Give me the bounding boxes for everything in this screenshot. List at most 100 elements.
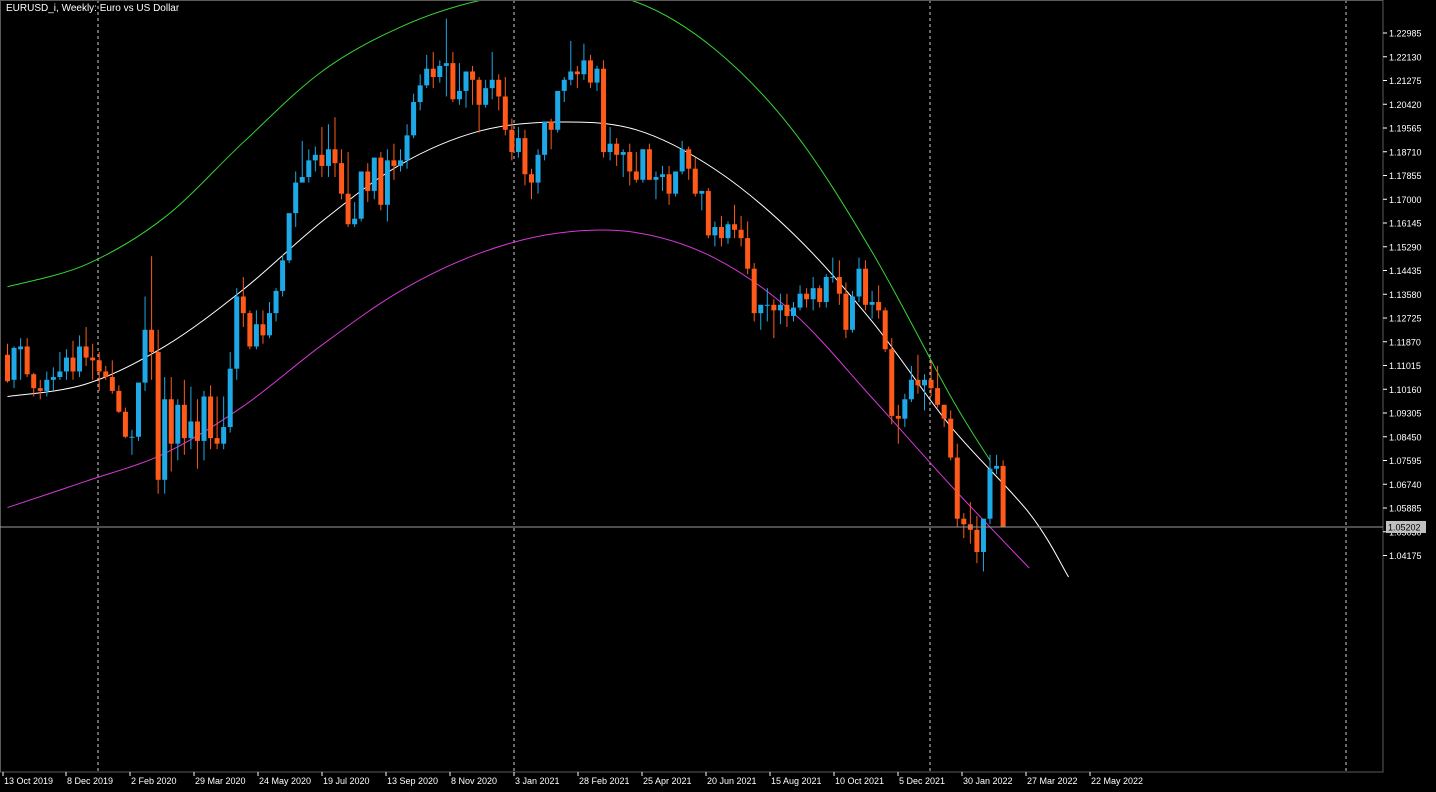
candle-body [5,354,10,382]
candle [319,127,325,178]
candle [843,282,849,339]
x-tick-label: 28 Feb 2021 [579,776,630,786]
candle-body [411,102,417,136]
candle-body [509,129,515,153]
y-tick-label: 1.13580 [1389,290,1422,300]
candle-body [37,388,43,391]
candle [221,396,227,450]
candle-body [627,152,633,172]
candle-body [895,415,901,419]
candle [358,171,364,222]
candle-body [378,157,384,205]
candle-body [928,379,934,389]
candle-body [116,390,122,412]
plot-frame [0,0,1384,773]
middle-band-line [7,121,1070,578]
x-tick-label: 19 Jul 2020 [323,776,370,786]
candle [954,443,960,528]
candle-body [463,71,469,91]
candle [240,277,246,328]
candle [574,65,580,89]
candle-body [90,357,96,361]
candle [398,149,403,172]
candle [686,146,692,180]
lower-band-line [7,229,1030,569]
candle-body [109,377,115,391]
candle [37,379,43,400]
candle [555,90,561,133]
candle-body [922,379,927,386]
candle [63,349,69,380]
candle [751,263,757,322]
candle-body [614,143,620,155]
candle [384,149,390,222]
candle [391,143,397,180]
candle-body [804,293,810,300]
candle [70,340,76,380]
candle-body [70,357,76,372]
candle-body [954,457,960,519]
candle-body [987,468,993,519]
candle [522,129,528,186]
candle [699,190,705,211]
candle-body [188,421,194,439]
candle-body [568,71,574,80]
candle [791,302,796,322]
candle [646,143,652,180]
candle [44,371,50,397]
candle-body [980,518,986,553]
y-tick-label: 1.09305 [1389,409,1422,419]
candle [718,215,724,247]
candle [470,65,476,105]
candle [607,127,613,161]
candle-body [273,290,279,314]
candle [869,290,875,319]
candle-body [391,160,397,166]
candle-body [817,288,823,303]
x-tick-label: 2 Feb 2020 [131,776,177,786]
candle-body [280,260,286,291]
candle [24,338,30,378]
candle [548,118,554,150]
candle-body [581,60,587,75]
candle-body [856,268,862,297]
candle [627,143,633,186]
y-tick-label: 1.15290 [1389,242,1422,252]
candle [817,285,823,308]
x-tick-label: 20 Jun 2021 [707,776,757,786]
candle [882,307,888,353]
candle [784,293,790,328]
candle [640,149,646,183]
candle-body [640,149,646,180]
candle [581,43,587,80]
candle [725,221,731,244]
candle [214,396,220,450]
candle-body [777,304,783,311]
candle-body [679,149,685,172]
candle-body [247,313,253,347]
candle [96,352,102,391]
candle [5,343,10,383]
candle [306,149,312,183]
candle-body [450,63,456,100]
candle-body [876,302,882,311]
candle-body [725,224,731,239]
candle-body [96,360,102,372]
candle-body [103,371,109,378]
candle-body [63,357,69,372]
y-tick-label: 1.06740 [1389,480,1422,490]
candle-body [869,302,875,305]
candle-body [57,371,63,378]
candle-body [267,313,272,336]
candle [325,124,331,178]
candle-body [404,135,410,161]
candle-body [705,190,711,236]
x-tick-label: 8 Dec 2019 [67,776,113,786]
candle-body [660,174,665,178]
candle [175,399,181,461]
candle [830,257,836,283]
candle [345,152,351,228]
candle [188,386,194,450]
x-tick-label: 24 May 2020 [259,776,311,786]
